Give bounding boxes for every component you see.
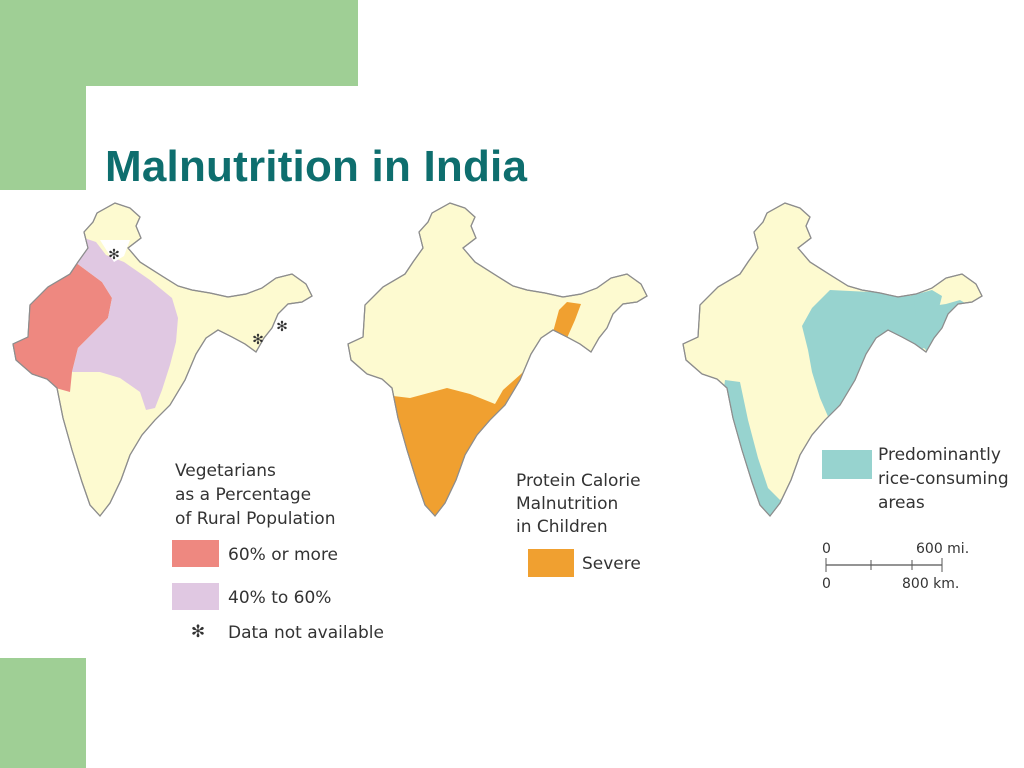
malnutrition-map: [347, 202, 648, 517]
legend-title-line: Predominantly: [878, 445, 1001, 465]
content-panel: [86, 86, 1024, 768]
legend-swatch: [172, 583, 219, 610]
legend-swatch: [528, 549, 574, 577]
slide-title: Malnutrition in India: [105, 142, 528, 191]
legend-item-label: 60% or more: [228, 545, 338, 565]
legend-title-line: Protein Calorie: [516, 471, 641, 491]
legend-title-line: Vegetarians: [175, 461, 276, 481]
vegetarians-map: ✻ ✻ ✻ Vegetarians as a Percentage of Rur…: [12, 202, 384, 643]
legend-title-line: of Rural Population: [175, 509, 335, 529]
region-40-to-60-percent: [72, 236, 178, 410]
legend-title-line: as a Percentage: [175, 485, 311, 505]
scale-km-start: 0: [822, 576, 831, 592]
region-severe: [385, 302, 581, 516]
scale-mi-start: 0: [822, 541, 831, 557]
malnutrition-legend: Protein Calorie Malnutrition in Children…: [516, 471, 641, 577]
india-outline: [347, 202, 648, 517]
legend-title-line: in Children: [516, 517, 608, 537]
rice-legend: Predominantly rice-consuming areas: [822, 445, 1009, 513]
bottom-left-accent: [0, 658, 86, 768]
asterisk-marker: ✻: [108, 246, 120, 262]
asterisk-marker: ✻: [276, 318, 288, 334]
legend-title-line: Malnutrition: [516, 494, 618, 514]
legend-item-label: 40% to 60%: [228, 588, 331, 608]
vegetarians-legend: Vegetarians as a Percentage of Rural Pop…: [172, 461, 384, 643]
legend-swatch: [172, 540, 219, 567]
legend-note-label: Data not available: [228, 623, 384, 643]
asterisk-icon: ✻: [191, 622, 205, 641]
scale-mi-end: 600 mi.: [916, 541, 969, 557]
scale-bar: 0 600 mi. 0 800 km.: [822, 541, 969, 592]
legend-item-label: Severe: [582, 554, 641, 574]
region-data-not-available: [100, 240, 130, 262]
legend-title-line: rice-consuming: [878, 469, 1009, 489]
scale-km-end: 800 km.: [902, 576, 959, 592]
asterisk-marker: ✻: [252, 331, 264, 347]
legend-title-line: areas: [878, 493, 925, 513]
legend-swatch: [822, 450, 872, 479]
left-accent-strip: [0, 0, 86, 190]
